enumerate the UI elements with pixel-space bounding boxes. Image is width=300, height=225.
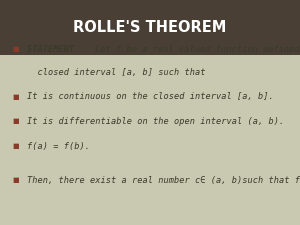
Text: Let f be a real valued function defined on the: Let f be a real valued function defined … (95, 45, 300, 54)
Text: ROLLE'S THEOREM: ROLLE'S THEOREM (73, 20, 227, 35)
Text: It is differentiable on the open interval (a, b).: It is differentiable on the open interva… (27, 117, 284, 126)
Text: ■: ■ (12, 177, 19, 183)
Text: ■: ■ (12, 119, 19, 124)
FancyBboxPatch shape (0, 0, 300, 55)
Text: Then, there exist a real number c∈ (a, b)such that f ʹ(c) = 0.: Then, there exist a real number c∈ (a, b… (27, 176, 300, 184)
Text: closed interval [a, b] such that: closed interval [a, b] such that (27, 68, 206, 76)
Text: STATEMENT: STATEMENT (27, 45, 80, 54)
Text: ■: ■ (12, 94, 19, 100)
Text: f(a) = f(b).: f(a) = f(b). (27, 142, 90, 151)
Text: ■: ■ (12, 143, 19, 149)
Text: It is continuous on the closed interval [a, b].: It is continuous on the closed interval … (27, 92, 274, 101)
Text: ■: ■ (12, 47, 19, 52)
